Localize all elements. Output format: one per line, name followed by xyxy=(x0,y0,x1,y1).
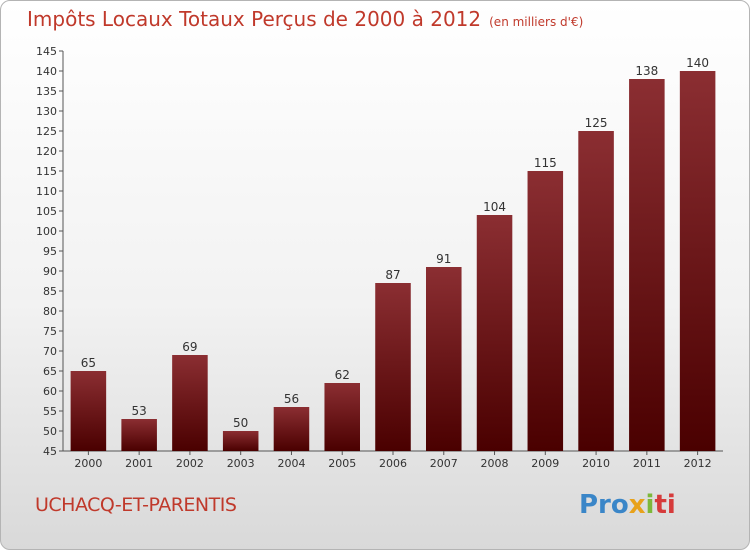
bar xyxy=(476,215,513,451)
x-tick-label: 2007 xyxy=(430,457,458,470)
bar xyxy=(222,431,259,451)
y-tick-label: 80 xyxy=(43,305,57,318)
data-label: 65 xyxy=(81,356,96,370)
commune-name: UCHACQ-ET-PARENTIS xyxy=(35,494,237,516)
bar xyxy=(629,79,665,451)
y-tick-label: 90 xyxy=(43,265,57,278)
x-tick-label: 2004 xyxy=(277,457,305,470)
bar xyxy=(375,283,411,451)
bar xyxy=(426,267,462,451)
bar xyxy=(578,131,614,451)
y-tick-label: 105 xyxy=(36,205,57,218)
y-tick-label: 50 xyxy=(43,425,57,438)
data-label: 125 xyxy=(585,116,608,130)
y-tick-label: 65 xyxy=(43,365,57,378)
x-tick-label: 2011 xyxy=(633,457,661,470)
bar xyxy=(679,71,716,451)
y-tick-label: 60 xyxy=(43,385,57,398)
proxiti-logo[interactable]: Proxiti xyxy=(579,490,676,520)
bar xyxy=(527,171,564,451)
y-tick-label: 45 xyxy=(43,445,57,458)
x-tick-label: 2010 xyxy=(582,457,610,470)
bar xyxy=(70,371,107,451)
y-tick-label: 130 xyxy=(36,105,57,118)
y-tick-label: 55 xyxy=(43,405,57,418)
x-tick-label: 2006 xyxy=(379,457,407,470)
y-tick-label: 145 xyxy=(36,45,57,58)
data-label: 115 xyxy=(534,156,557,170)
y-tick-label: 115 xyxy=(36,165,57,178)
y-tick-label: 135 xyxy=(36,85,57,98)
y-tick-label: 75 xyxy=(43,325,57,338)
x-tick-label: 2003 xyxy=(227,457,255,470)
data-label: 56 xyxy=(284,392,299,406)
x-tick-label: 2012 xyxy=(684,457,712,470)
y-tick-label: 100 xyxy=(36,225,57,238)
y-tick-label: 120 xyxy=(36,145,57,158)
data-label: 53 xyxy=(132,404,147,418)
data-label: 140 xyxy=(686,56,709,70)
bar xyxy=(324,383,360,451)
data-label: 69 xyxy=(182,340,197,354)
y-tick-label: 140 xyxy=(36,65,57,78)
data-label: 91 xyxy=(436,252,451,266)
data-label: 104 xyxy=(483,200,506,214)
data-label: 138 xyxy=(635,64,658,78)
bar xyxy=(121,419,157,451)
y-tick-label: 85 xyxy=(43,285,57,298)
y-tick-label: 95 xyxy=(43,245,57,258)
x-tick-label: 2009 xyxy=(531,457,559,470)
data-label: 62 xyxy=(335,368,350,382)
chart-title: Impôts Locaux Totaux Perçus de 2000 à 20… xyxy=(27,7,584,31)
bar xyxy=(273,407,310,451)
unit-label: (en milliers d'€) xyxy=(489,15,584,29)
x-tick-label: 2001 xyxy=(125,457,153,470)
x-tick-label: 2005 xyxy=(328,457,356,470)
x-tick-label: 2000 xyxy=(74,457,102,470)
x-tick-label: 2002 xyxy=(176,457,204,470)
y-tick-label: 110 xyxy=(36,185,57,198)
x-tick-label: 2008 xyxy=(481,457,509,470)
data-label: 87 xyxy=(385,268,400,282)
y-tick-label: 125 xyxy=(36,125,57,138)
y-tick-label: 70 xyxy=(43,345,57,358)
bar xyxy=(172,355,208,451)
data-label: 50 xyxy=(233,416,248,430)
